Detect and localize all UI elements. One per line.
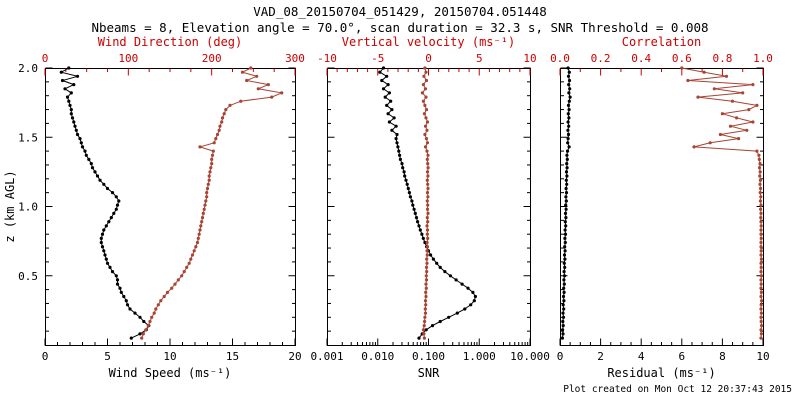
- svg-text:0: 0: [557, 350, 564, 363]
- svg-text:0.100: 0.100: [412, 350, 445, 363]
- svg-text:Residual (ms⁻¹): Residual (ms⁻¹): [607, 366, 715, 380]
- svg-text:6: 6: [678, 350, 685, 363]
- svg-text:1.0: 1.0: [18, 201, 38, 214]
- svg-text:-5: -5: [371, 52, 384, 65]
- svg-text:0.5: 0.5: [18, 270, 38, 283]
- svg-text:15: 15: [226, 350, 239, 363]
- svg-text:0: 0: [42, 52, 49, 65]
- svg-text:Wind Speed (ms⁻¹): Wind Speed (ms⁻¹): [109, 366, 232, 380]
- svg-text:10: 10: [163, 350, 176, 363]
- svg-text:1.5: 1.5: [18, 131, 38, 144]
- svg-text:10: 10: [756, 350, 769, 363]
- svg-text:8: 8: [719, 350, 726, 363]
- svg-text:1.0: 1.0: [753, 52, 773, 65]
- plot-created-timestamp: Plot created on Mon Oct 12 20:37:43 2015: [563, 384, 792, 395]
- svg-text:10: 10: [523, 52, 536, 65]
- svg-text:1.000: 1.000: [463, 350, 496, 363]
- svg-text:20: 20: [288, 350, 301, 363]
- svg-text:0: 0: [42, 350, 49, 363]
- svg-text:0.8: 0.8: [712, 52, 732, 65]
- svg-text:0.4: 0.4: [631, 52, 651, 65]
- y-axis-label: z (km AGL): [3, 170, 17, 242]
- panel-snr: 0.001 0.010 0.100 1.000 10.000 SNR -10 -5 0 5 10 Ve…: [310, 35, 549, 380]
- svg-text:Wind Direction (deg): Wind Direction (deg): [98, 35, 243, 49]
- svg-text:300: 300: [285, 52, 305, 65]
- svg-text:0.001: 0.001: [310, 350, 343, 363]
- svg-text:10.000: 10.000: [510, 350, 550, 363]
- svg-text:0.2: 0.2: [591, 52, 611, 65]
- svg-text:2: 2: [597, 350, 604, 363]
- svg-text:5: 5: [476, 52, 483, 65]
- panel-wind: 0.5 1.0 1.5 2.0 0 5 10 15 20 Wind Speed (ms⁻¹) 0 10…: [18, 35, 305, 380]
- svg-text:4: 4: [638, 350, 645, 363]
- panel-residual: 0 2 4 6 8 10 Residual (ms⁻¹) 0.0 0.2 0.4 0.6 0.8 1.0…: [550, 35, 773, 380]
- svg-text:SNR: SNR: [418, 366, 440, 380]
- svg-text:2.0: 2.0: [18, 62, 38, 75]
- svg-text:100: 100: [118, 52, 138, 65]
- svg-text:Vertical velocity (ms⁻¹): Vertical velocity (ms⁻¹): [342, 35, 515, 49]
- plot-subtitle: Nbeams = 8, Elevation angle = 70.0°, sca…: [91, 20, 708, 35]
- svg-text:5: 5: [104, 350, 111, 363]
- svg-text:Correlation: Correlation: [622, 35, 701, 49]
- svg-text:0.010: 0.010: [361, 350, 394, 363]
- svg-text:0.0: 0.0: [550, 52, 570, 65]
- svg-text:-10: -10: [317, 52, 337, 65]
- svg-text:200: 200: [202, 52, 222, 65]
- plot-title: VAD_08_20150704_051429, 20150704.051448: [253, 4, 547, 19]
- svg-text:0.6: 0.6: [672, 52, 692, 65]
- svg-text:0: 0: [425, 52, 432, 65]
